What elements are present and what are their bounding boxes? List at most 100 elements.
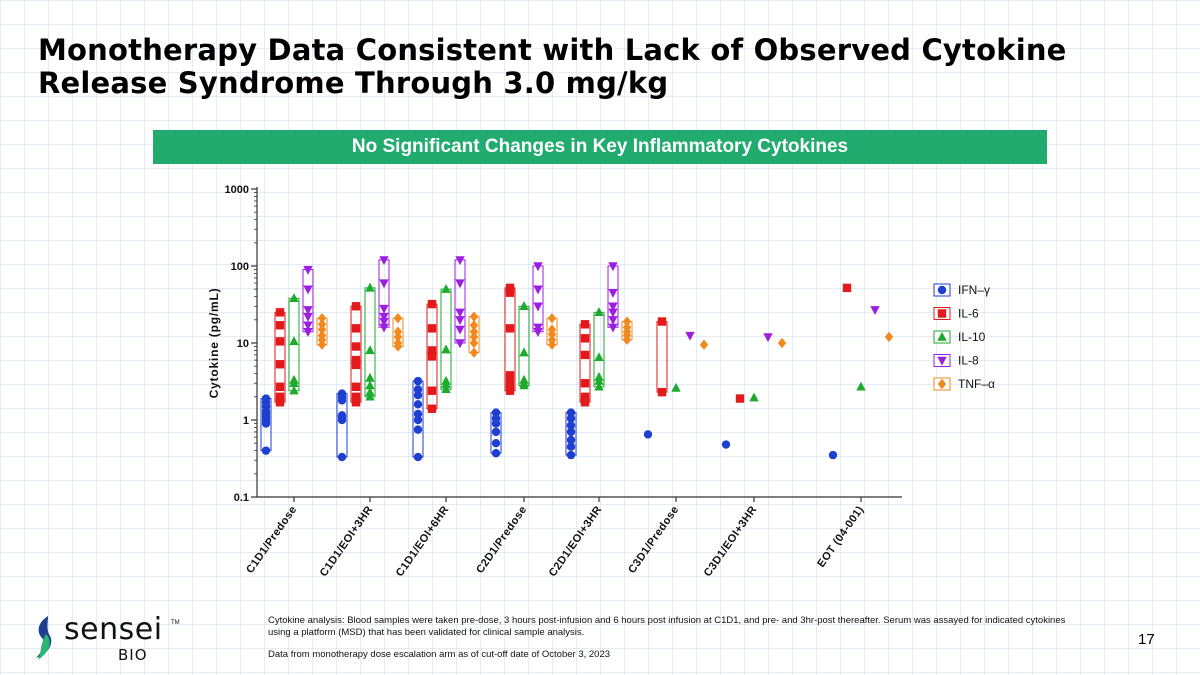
data-point [365,372,375,382]
footnote-methods: Cytokine analysis: Blood samples were ta… [268,615,1066,638]
data-point [491,449,501,458]
data-point [842,283,852,293]
data-point [365,391,375,401]
data-point [566,427,576,437]
data-point [455,316,465,326]
data-point [289,374,299,384]
data-point [275,398,285,407]
data-point [533,328,543,337]
data-point [275,321,285,330]
series-il-10 [288,282,866,402]
series-ifn- [260,376,838,462]
sensei-leaf-icon [36,616,52,660]
data-point [685,331,695,341]
data-point [469,347,479,358]
y-axis-title: Cytokine (pg/mL) [207,288,221,399]
data-point [427,386,437,395]
data-point [275,308,285,317]
data-point [519,301,529,310]
y-tick-label: 100 [231,261,249,273]
data-point [505,288,515,297]
data-point [608,262,618,272]
data-point [505,379,515,388]
data-point [413,376,423,386]
page-number: 17 [1138,631,1155,648]
data-point [303,265,313,275]
data-point [749,392,759,402]
data-point [721,440,731,449]
data-point [469,326,479,337]
data-point [608,316,618,326]
legend-label: IL-8 [958,354,979,368]
data-point [608,302,618,312]
data-point [317,312,327,324]
data-point [275,360,285,369]
data-point [657,317,667,326]
data-point [580,398,590,407]
data-point [533,302,543,312]
data-point [580,350,590,360]
data-point [379,323,389,333]
legend-label: IFN–γ [958,283,990,297]
data-point [566,408,576,417]
data-point [566,421,576,430]
data-point [413,400,423,409]
data-point [566,414,576,423]
series-il-8 [302,256,880,349]
logo-subtitle: BIO [118,646,148,664]
x-tick-label: C2D1/Predose [474,504,529,576]
data-point [413,390,423,400]
data-point [289,385,299,395]
data-point [351,342,361,351]
data-point [533,262,543,272]
data-point [427,346,437,355]
legend-marker [937,378,947,390]
legend-label: IL-10 [958,330,986,344]
data-point [519,374,529,384]
data-point [351,382,361,391]
data-point [735,394,745,403]
data-point [351,324,361,333]
legend-marker [937,309,947,318]
data-point [303,321,313,331]
data-point [580,334,590,343]
data-point [699,339,709,350]
data-point [351,392,361,402]
y-tick-label: 1 [243,415,249,427]
series-tnf- [316,311,894,358]
data-point [413,385,423,394]
data-point [379,312,389,322]
data-point [393,326,403,337]
data-point [365,345,375,355]
data-point [547,334,557,346]
data-point [547,312,557,324]
data-point [379,279,389,289]
data-point [441,375,451,385]
logo-trademark: TM [171,620,180,626]
data-point [533,323,543,333]
data-point [455,308,465,318]
logo-wordmark: sensei [64,612,163,647]
data-point [289,293,299,303]
data-point [365,386,375,396]
data-point [884,331,894,343]
data-point [594,352,604,362]
data-point [275,337,285,346]
data-point [441,283,451,293]
series-il-6 [274,283,852,413]
data-point [427,324,437,333]
data-point [337,452,347,462]
legend-marker [937,356,947,366]
x-tick-label: EOT (04-001) [815,504,866,570]
data-point [622,316,632,327]
slide-title-line-1: Monotherapy Data Consistent with Lack of… [38,33,1067,67]
data-point [427,404,437,413]
range-box [532,265,544,333]
data-point [351,398,361,407]
data-point [608,289,618,298]
y-tick-label: 10 [237,338,249,350]
data-point [491,438,501,448]
data-point [643,430,653,439]
data-point [441,344,451,354]
data-point [261,446,271,455]
